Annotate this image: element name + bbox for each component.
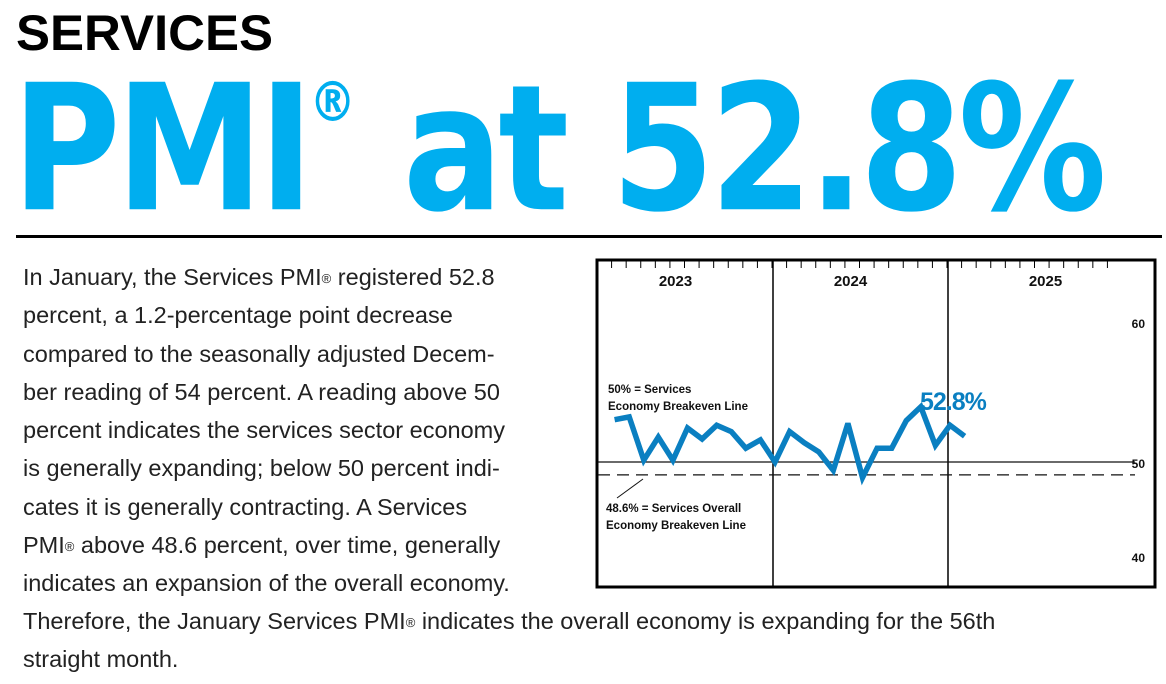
latest-value-label: 52.8% bbox=[920, 388, 987, 416]
leader-line bbox=[616, 478, 644, 499]
body-line: In January, the Services PMI® registered… bbox=[23, 258, 583, 296]
overall-breakeven-label: Economy Breakeven Line bbox=[606, 520, 746, 532]
headline-prefix: PMI bbox=[12, 47, 314, 251]
body-line: percent indicates the services sector ec… bbox=[23, 411, 583, 449]
pmi-chart: 2023 2024 2025 40 50 60 50% = Services Economy … bbox=[595, 258, 1159, 590]
body-paragraph: In January, the Services PMI® registered… bbox=[23, 258, 583, 603]
year-label: 2025 bbox=[1029, 273, 1062, 290]
services-breakeven-label: 50% = Services bbox=[608, 384, 691, 396]
body-text-segment: Therefore, the January Services PMI bbox=[23, 608, 406, 634]
body-line: cates it is generally contracting. A Ser… bbox=[23, 488, 583, 526]
chart-frame bbox=[595, 258, 1157, 589]
y-tick-label: 60 bbox=[1132, 317, 1146, 331]
headline: PMI® at 52.8% bbox=[12, 62, 1107, 237]
year-label: 2023 bbox=[659, 273, 692, 290]
body-text-segment: straight month. bbox=[23, 646, 179, 673]
body-text-segment: above 48.6 percent, over time, generally bbox=[74, 532, 501, 559]
body-text-segment: is generally expanding; below 50 percent… bbox=[23, 455, 500, 482]
body-text-segment: indicates an expansion of the overall ec… bbox=[23, 570, 510, 597]
body-text-segment: percent, a 1.2-percentage point decrease bbox=[23, 302, 453, 329]
services-breakeven-label: Economy Breakeven Line bbox=[608, 401, 748, 413]
y-tick-label: 50 bbox=[1132, 457, 1146, 471]
body-line: indicates an expansion of the overall ec… bbox=[23, 564, 583, 602]
kicker-title: SERVICES bbox=[16, 5, 273, 61]
body-text-segment: indicates the overall economy is expandi… bbox=[415, 608, 996, 634]
registered-mark: ® bbox=[309, 70, 357, 135]
body-line: Therefore, the January Services PMI® ind… bbox=[23, 602, 1153, 640]
registered-mark: ® bbox=[405, 615, 416, 630]
headline-suffix: at 52.8% bbox=[356, 47, 1107, 251]
pmi-series-line bbox=[614, 401, 967, 486]
overall-breakeven-label: 48.6% = Services Overall bbox=[606, 503, 741, 515]
y-tick-label: 40 bbox=[1132, 551, 1146, 565]
body-line: is generally expanding; below 50 percent… bbox=[23, 449, 583, 487]
body-line: straight month. bbox=[23, 640, 1153, 678]
body-line: percent, a 1.2-percentage point decrease bbox=[23, 296, 583, 334]
body-text-segment: registered 52.8 bbox=[331, 264, 495, 290]
body-line: ber reading of 54 percent. A reading abo… bbox=[23, 373, 583, 411]
body-line: compared to the seasonally adjusted Dece… bbox=[23, 335, 583, 373]
body-text-segment: In January, the Services PMI bbox=[23, 264, 322, 290]
body-text-segment: ber reading of 54 percent. A reading abo… bbox=[23, 378, 500, 405]
body-text-segment: PMI bbox=[23, 532, 65, 559]
registered-mark: ® bbox=[64, 539, 75, 555]
body-text-segment: percent indicates the services sector ec… bbox=[23, 417, 505, 444]
body-paragraph-tail: Therefore, the January Services PMI® ind… bbox=[23, 602, 1153, 679]
body-text-segment: cates it is generally contracting. A Ser… bbox=[23, 493, 468, 520]
body-line: PMI® above 48.6 percent, over time, gene… bbox=[23, 526, 583, 564]
pmi-chart-svg: 2023 2024 2025 40 50 60 50% = Services Economy … bbox=[595, 258, 1157, 589]
body-text-segment: compared to the seasonally adjusted Dece… bbox=[23, 340, 495, 367]
header-rule bbox=[16, 235, 1162, 238]
year-label: 2024 bbox=[834, 273, 868, 290]
registered-mark: ® bbox=[321, 271, 332, 286]
